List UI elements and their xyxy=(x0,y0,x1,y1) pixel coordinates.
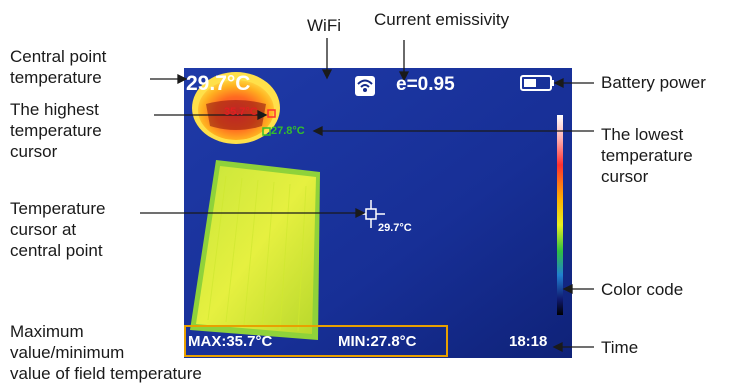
wifi-icon xyxy=(355,76,375,96)
callout-central-point-line2: temperature xyxy=(10,68,102,87)
hot-object xyxy=(192,72,280,144)
callout-battery: Battery power xyxy=(601,73,706,92)
callout-wifi: WiFi xyxy=(307,16,341,35)
color-code-bar xyxy=(557,115,563,315)
min-cursor-temp: 27.8°C xyxy=(271,125,305,137)
callout-highest-line1: The highest xyxy=(10,100,99,119)
time-readout: 18:18 xyxy=(509,333,548,350)
callout-field-line1: Maximum xyxy=(10,322,84,341)
callout-lowest-line2: temperature xyxy=(601,146,693,165)
callout-color-code: Color code xyxy=(601,280,684,299)
heated-panel xyxy=(190,160,320,340)
callout-central-point-line1: Central point xyxy=(10,47,107,66)
max-cursor-marker xyxy=(267,109,276,118)
center-temp-readout: 29.7°C xyxy=(186,72,251,95)
callout-time: Time xyxy=(601,338,639,357)
callout-field-line2: value/minimum xyxy=(10,343,125,362)
callout-central-point: Central point temperature xyxy=(10,46,106,88)
center-cursor-temp: 29.7°C xyxy=(378,222,412,234)
field-temp-frame xyxy=(184,325,448,357)
center-crosshair xyxy=(357,200,385,228)
callout-field: Maximum value/minimum value of field tem… xyxy=(10,321,202,384)
callout-highest-line3: cursor xyxy=(10,142,58,161)
emissivity-readout: e=0.95 xyxy=(396,74,455,95)
callout-cursor-central-line1: Temperature xyxy=(10,199,106,218)
callout-highest: The highest temperature cursor xyxy=(10,99,102,162)
callout-cursor-central: Temperature cursor at central point xyxy=(10,198,105,261)
callout-cursor-central-line2: cursor at xyxy=(10,220,77,239)
callout-lines xyxy=(140,38,594,353)
callout-lowest: The lowest temperature cursor xyxy=(601,124,693,187)
callout-field-line3: value of field temperature xyxy=(10,364,202,383)
field-max-readout: MAX:35.7°C xyxy=(188,333,273,350)
callout-highest-line2: temperature xyxy=(10,121,102,140)
callout-cursor-central-line3: central point xyxy=(10,241,103,260)
battery-icon xyxy=(520,75,554,91)
field-min-readout: MIN:27.8°C xyxy=(338,333,417,350)
callout-emissivity: Current emissivity xyxy=(374,10,510,29)
callout-lowest-line1: The lowest xyxy=(601,125,684,144)
max-cursor-temp: 35.7°C xyxy=(224,106,258,118)
min-cursor-marker xyxy=(262,127,271,136)
callout-lowest-line3: cursor xyxy=(601,167,649,186)
